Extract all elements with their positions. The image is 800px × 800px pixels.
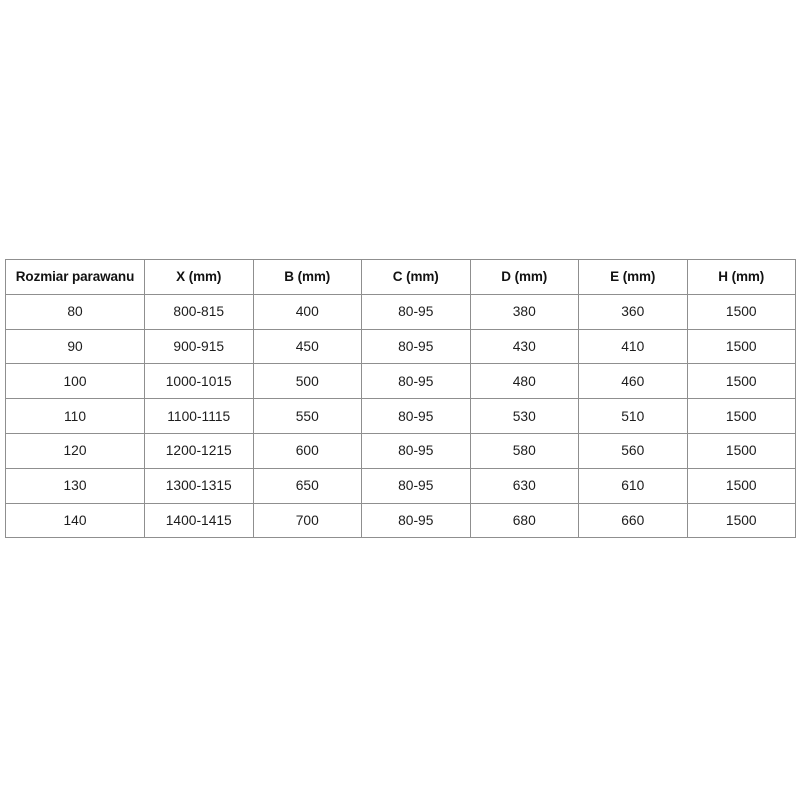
cell-size: 140 [5, 502, 145, 539]
table-row: 120 1200-1215 600 80-95 580 560 1500 [5, 432, 796, 469]
cell-c: 80-95 [361, 328, 471, 365]
cell-e: 610 [578, 467, 688, 504]
cell-x: 800-815 [144, 293, 254, 330]
cell-c: 80-95 [361, 467, 471, 504]
cell-e: 510 [578, 398, 688, 434]
cell-d: 430 [469, 328, 579, 365]
cell-c: 80-95 [361, 432, 471, 469]
cell-h: 1500 [686, 293, 796, 330]
cell-b: 500 [252, 363, 362, 400]
cell-e: 360 [578, 293, 688, 330]
cell-d: 580 [469, 432, 579, 469]
cell-h: 1500 [686, 328, 796, 365]
cell-size: 80 [5, 293, 145, 330]
cell-x: 1200-1215 [144, 432, 254, 469]
column-header-e: E (mm) [578, 259, 688, 295]
table-row: 80 800-815 400 80-95 380 360 1500 [5, 293, 796, 330]
cell-b: 400 [252, 293, 362, 330]
cell-d: 630 [469, 467, 579, 504]
cell-h: 1500 [686, 398, 796, 434]
spec-table-container: Rozmiar parawanu X (mm) B (mm) C (mm) D … [5, 259, 796, 539]
cell-d: 380 [469, 293, 579, 330]
cell-d: 480 [469, 363, 579, 400]
cell-b: 450 [252, 328, 362, 365]
cell-size: 100 [5, 363, 145, 400]
cell-size: 110 [5, 398, 145, 434]
cell-e: 560 [578, 432, 688, 469]
cell-size: 90 [5, 328, 145, 365]
column-header-size: Rozmiar parawanu [5, 259, 145, 295]
table-row: 90 900-915 450 80-95 430 410 1500 [5, 328, 796, 365]
cell-size: 130 [5, 467, 145, 504]
cell-h: 1500 [686, 467, 796, 504]
cell-h: 1500 [686, 502, 796, 539]
column-header-h: H (mm) [686, 259, 796, 295]
cell-b: 600 [252, 432, 362, 469]
cell-b: 700 [252, 502, 362, 539]
column-header-c: C (mm) [361, 259, 471, 295]
column-header-d: D (mm) [469, 259, 579, 295]
cell-x: 1400-1415 [144, 502, 254, 539]
table-header: Rozmiar parawanu X (mm) B (mm) C (mm) D … [5, 259, 796, 295]
cell-e: 660 [578, 502, 688, 539]
cell-b: 650 [252, 467, 362, 504]
cell-e: 410 [578, 328, 688, 365]
cell-c: 80-95 [361, 293, 471, 330]
cell-b: 550 [252, 398, 362, 434]
cell-x: 1000-1015 [144, 363, 254, 400]
table-body: 80 800-815 400 80-95 380 360 1500 90 900… [5, 293, 796, 539]
table-header-row: Rozmiar parawanu X (mm) B (mm) C (mm) D … [5, 259, 796, 295]
cell-x: 900-915 [144, 328, 254, 365]
dimensions-table: Rozmiar parawanu X (mm) B (mm) C (mm) D … [5, 259, 796, 539]
table-row: 110 1100-1115 550 80-95 530 510 1500 [5, 398, 796, 434]
cell-h: 1500 [686, 432, 796, 469]
column-header-b: B (mm) [252, 259, 362, 295]
cell-h: 1500 [686, 363, 796, 400]
cell-x: 1100-1115 [144, 398, 254, 434]
table-row: 130 1300-1315 650 80-95 630 610 1500 [5, 467, 796, 504]
cell-x: 1300-1315 [144, 467, 254, 504]
table-row: 140 1400-1415 700 80-95 680 660 1500 [5, 502, 796, 539]
table-row: 100 1000-1015 500 80-95 480 460 1500 [5, 363, 796, 400]
cell-e: 460 [578, 363, 688, 400]
cell-c: 80-95 [361, 363, 471, 400]
cell-d: 680 [469, 502, 579, 539]
cell-c: 80-95 [361, 502, 471, 539]
cell-d: 530 [469, 398, 579, 434]
cell-c: 80-95 [361, 398, 471, 434]
column-header-x: X (mm) [144, 259, 254, 295]
cell-size: 120 [5, 432, 145, 469]
